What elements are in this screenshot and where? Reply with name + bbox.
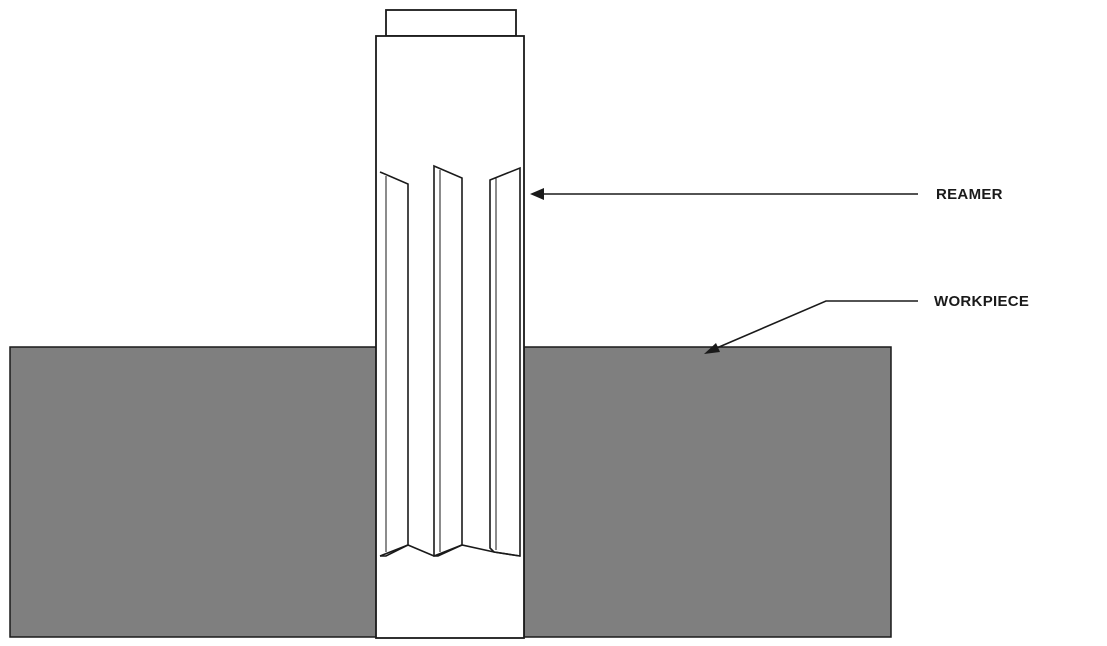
workpiece-left-block xyxy=(9,346,379,638)
reamer-label: REAMER xyxy=(936,186,1003,203)
workpiece-label: WORKPIECE xyxy=(934,293,1029,310)
reamer xyxy=(375,9,525,639)
workpiece-leader-line xyxy=(711,300,918,351)
reamer-arrowhead xyxy=(530,188,544,200)
reamer-cutting-end xyxy=(379,544,521,557)
reamer-shank-cap xyxy=(385,9,517,37)
workpiece-leader xyxy=(704,300,918,354)
reamer-body xyxy=(375,35,525,639)
workpiece xyxy=(9,346,892,638)
workpiece-right-block xyxy=(523,346,892,638)
reamer-leader xyxy=(530,188,918,200)
workpiece-arrowhead xyxy=(704,343,720,354)
